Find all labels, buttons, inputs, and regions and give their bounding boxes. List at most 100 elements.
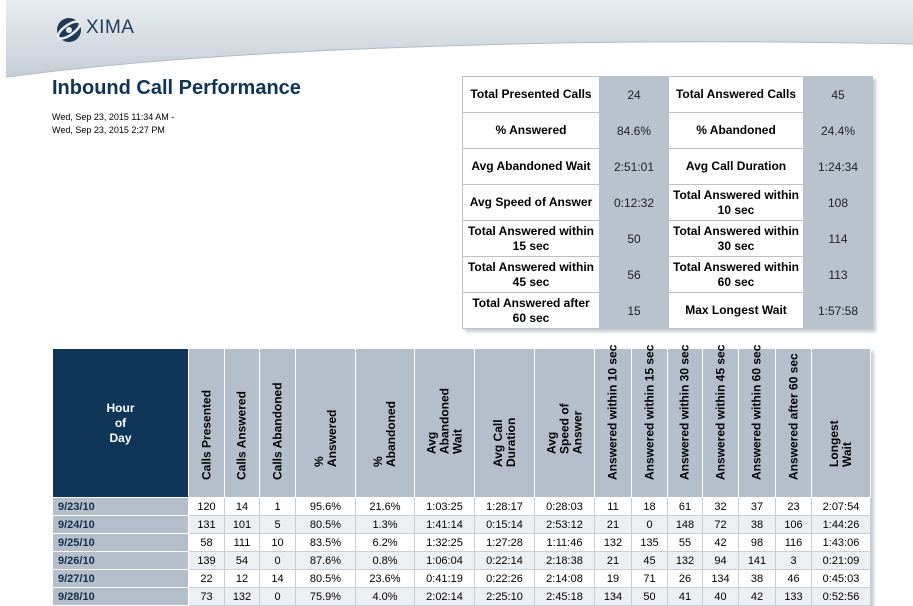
table-cell: 1:06:04 xyxy=(414,551,475,570)
table-cell: 1:11:46 xyxy=(534,533,595,552)
column-header: Answered within 45 sec xyxy=(702,345,739,498)
row-date: 9/25/10 xyxy=(52,533,189,552)
table-cell: 139 xyxy=(188,551,225,570)
table-cell: 11 xyxy=(594,497,632,516)
summary-label: Avg Call Duration xyxy=(668,148,804,185)
table-cell: 0:22:26 xyxy=(474,569,535,588)
date-range: Wed, Sep 23, 2015 11:34 AM - Wed, Sep 23… xyxy=(52,111,174,137)
table-cell: 87.6% xyxy=(295,551,356,570)
table-cell: 21 xyxy=(594,515,632,534)
column-header-label: % Abandoned xyxy=(371,401,398,467)
summary-label: Total Presented Calls xyxy=(462,76,600,113)
table-cell: 1:03:25 xyxy=(414,497,475,516)
summary-row: % Answered 84.6%% Abandoned 24.4% xyxy=(462,112,873,149)
hourly-data-table: Hour of Day Calls Presented Calls Answered Ca… xyxy=(52,344,871,606)
table-cell: 0 xyxy=(259,587,296,606)
table-cell: 1.3% xyxy=(355,515,415,534)
table-cell: 0:52:56 xyxy=(811,587,871,606)
table-cell: 0:45:03 xyxy=(811,569,871,588)
column-header: Avg Abandoned Wait xyxy=(414,348,475,498)
column-header-label: Answered within 30 sec xyxy=(678,345,692,480)
summary-row: Total Answered after 60 sec 15 Max Longest… xyxy=(462,292,873,329)
table-cell: 132 xyxy=(667,551,703,570)
table-cell: 23.6% xyxy=(355,569,415,588)
column-header-label: Avg Speed of Answer xyxy=(544,403,584,454)
table-cell: 135 xyxy=(631,533,668,552)
summary-value: 0:12:32 xyxy=(599,184,669,221)
column-header-label: Answered within 60 sec xyxy=(750,345,764,480)
summary-label: % Answered xyxy=(462,112,600,149)
table-cell: 5 xyxy=(259,515,296,534)
date-from: Wed, Sep 23, 2015 11:34 AM - xyxy=(52,112,175,122)
table-cell: 1:27:28 xyxy=(474,533,535,552)
summary-label: Avg Speed of Answer xyxy=(462,184,600,221)
table-cell: 101 xyxy=(224,515,260,534)
summary-label: Total Answered within 45 sec xyxy=(462,256,600,293)
table-cell: 46 xyxy=(775,569,812,588)
table-cell: 0:22:14 xyxy=(474,551,535,570)
table-cell: 42 xyxy=(738,587,776,606)
column-header: % Answered xyxy=(295,348,356,498)
table-cell: 0.8% xyxy=(355,551,415,570)
brand-name: XIMA xyxy=(86,17,135,38)
table-cell: 2:07:54 xyxy=(811,497,871,516)
table-cell: 19 xyxy=(594,569,632,588)
table-cell: 0:41:19 xyxy=(414,569,475,588)
table-cell: 26 xyxy=(667,569,703,588)
column-header-text: Answered after 60 sec xyxy=(786,353,800,480)
summary-row: Avg Abandoned Wait 2:51:01 Avg Call Durati… xyxy=(462,148,873,185)
column-header: Answered after 60 sec xyxy=(775,348,812,498)
table-cell: 80.5% xyxy=(295,569,356,588)
summary-label: Max Longest Wait xyxy=(668,292,804,329)
table-cell: 83.5% xyxy=(295,533,356,552)
table-cell: 111 xyxy=(224,533,260,552)
column-header-text: Answered within 45 sec xyxy=(713,344,727,480)
table-cell: 94 xyxy=(702,551,739,570)
column-header-text: Answered xyxy=(324,409,339,467)
table-cell: 1:32:25 xyxy=(414,533,475,552)
summary-table: Total Presented Calls 24 Total Answered Ca… xyxy=(462,76,873,329)
table-row: 9/24/10 131 101 5 80.5% 1.3% 1:41:14 0:15:14 2:5… xyxy=(52,515,871,534)
table-cell: 1:43:06 xyxy=(811,533,871,552)
table-cell: 55 xyxy=(667,533,703,552)
table-cell: 42 xyxy=(702,533,739,552)
column-header: Answered within 30 sec xyxy=(667,345,703,498)
summary-row: Total Answered within 15 sec 50 Total Answ… xyxy=(462,220,873,257)
table-cell: 22 xyxy=(188,569,225,588)
table-row: 9/26/10 139 54 0 87.6% 0.8% 1:06:04 0:22:14 2:18… xyxy=(52,551,871,570)
header-hour-text: Hour xyxy=(106,400,135,415)
table-cell: 0:15:14 xyxy=(474,515,535,534)
summary-value: 56 xyxy=(599,256,669,293)
summary-value: 108 xyxy=(803,184,873,221)
header-hour-of-day: Hour of Day xyxy=(52,348,189,498)
header-banner xyxy=(0,0,913,80)
column-header-text: Wait xyxy=(450,429,464,454)
column-header-text: Wait xyxy=(840,442,854,467)
table-cell: 2:53:12 xyxy=(534,515,595,534)
table-cell: 98 xyxy=(738,533,776,552)
table-cell: 45 xyxy=(631,551,668,570)
column-header-text: Longest xyxy=(827,420,841,467)
summary-label: Total Answered within 30 sec xyxy=(668,220,804,257)
table-cell: 2:14:08 xyxy=(534,569,595,588)
table-cell: 80.5% xyxy=(295,515,356,534)
column-header-text: Answered within 10 sec xyxy=(605,344,620,480)
summary-value: 45 xyxy=(803,76,873,113)
table-row: 9/28/10 73 132 0 75.9% 4.0% 2:02:14 2:25:10 2:45… xyxy=(52,587,871,606)
column-header: Avg Call Duration xyxy=(474,348,535,498)
column-header-label: Answered within 15 sec xyxy=(642,345,656,480)
table-cell: 116 xyxy=(775,533,812,552)
summary-label: Total Answered after 60 sec xyxy=(462,292,600,329)
table-cell: 6.2% xyxy=(355,533,415,552)
summary-value: 113 xyxy=(803,256,873,293)
table-cell: 12 xyxy=(224,569,260,588)
column-header-text: Avg Call xyxy=(490,419,505,467)
column-header-text: Calls Presented xyxy=(199,389,213,480)
row-date: 9/26/10 xyxy=(52,551,189,570)
column-header: Calls Presented xyxy=(188,348,225,498)
column-header: Avg Speed of Answer xyxy=(534,348,595,498)
table-cell: 132 xyxy=(594,533,632,552)
table-cell: 10 xyxy=(259,533,296,552)
column-header: Longest Wait xyxy=(811,348,871,498)
summary-label: % Abandoned xyxy=(668,112,804,149)
